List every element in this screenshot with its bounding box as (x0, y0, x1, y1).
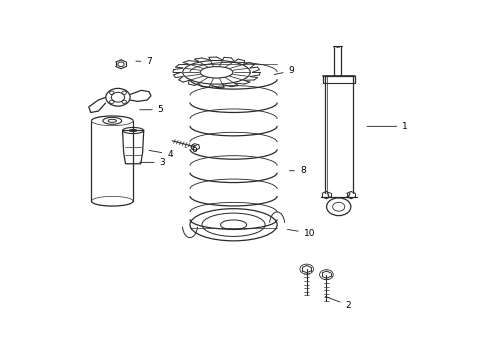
Text: 3: 3 (140, 158, 165, 167)
Text: 9: 9 (274, 66, 294, 75)
Text: 4: 4 (149, 150, 173, 158)
Text: 10: 10 (287, 229, 315, 238)
Text: 6: 6 (184, 145, 197, 154)
Text: 1: 1 (366, 122, 407, 131)
Text: 5: 5 (140, 105, 163, 114)
Text: 7: 7 (136, 57, 152, 66)
Text: 8: 8 (289, 166, 305, 175)
Text: 2: 2 (325, 296, 350, 310)
